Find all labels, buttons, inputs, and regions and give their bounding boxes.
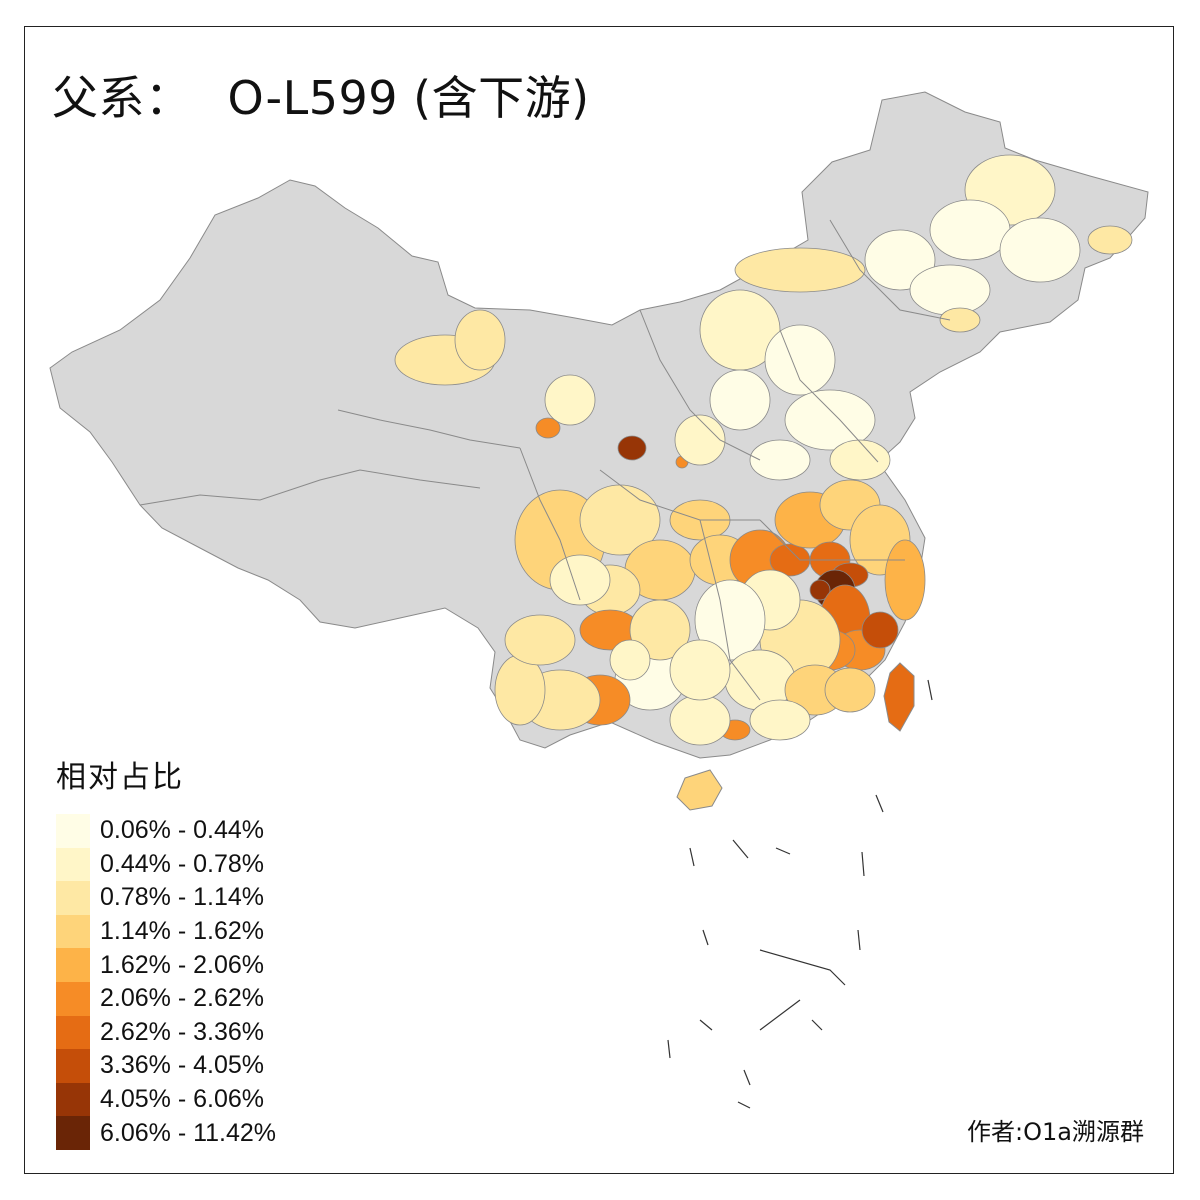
legend-swatch <box>56 1015 90 1050</box>
region-patch <box>535 417 561 439</box>
region-patch <box>669 694 731 746</box>
legend-label: 0.06% - 0.44% <box>100 816 264 845</box>
region-patch <box>1087 225 1133 255</box>
region-patch <box>764 324 836 396</box>
legend-label: 4.05% - 6.06% <box>100 1085 264 1114</box>
legend-label: 3.36% - 4.05% <box>100 1051 264 1080</box>
legend-row: 0.78% - 1.14% <box>56 881 276 915</box>
region-patch <box>629 599 691 661</box>
legend-row: 3.36% - 4.05% <box>56 1049 276 1083</box>
region-patch <box>784 389 876 451</box>
legend-label: 1.62% - 2.06% <box>100 950 264 979</box>
legend-row: 1.62% - 2.06% <box>56 948 276 982</box>
region-patch <box>669 639 731 701</box>
legend-row: 0.06% - 0.44% <box>56 814 276 848</box>
legend-row: 1.14% - 1.62% <box>56 914 276 949</box>
legend-swatch <box>56 1049 90 1083</box>
legend-swatch <box>56 881 90 915</box>
title-prefix: 父系： <box>52 71 192 125</box>
region-patch <box>734 247 866 293</box>
region-patch <box>861 611 899 649</box>
legend-title: 相对占比 <box>56 760 184 795</box>
region-patch <box>454 309 506 371</box>
region-patch <box>884 539 926 621</box>
legend-label: 0.44% - 0.78% <box>100 849 264 878</box>
legend-swatch <box>56 914 90 949</box>
legend-swatch <box>56 847 90 882</box>
legend-swatch <box>56 948 90 982</box>
legend-row: 2.06% - 2.62% <box>56 981 276 1016</box>
legend-row: 4.05% - 6.06% <box>56 1082 276 1117</box>
region-patch <box>709 369 771 431</box>
region-patch <box>824 667 876 713</box>
map-title: 父系： O-L599 (含下游) <box>52 62 590 128</box>
legend-swatch <box>56 981 90 1016</box>
legend-label: 2.06% - 2.62% <box>100 984 264 1013</box>
region-patch <box>609 639 651 681</box>
region-patch <box>544 374 596 426</box>
legend-label: 2.62% - 3.36% <box>100 1017 264 1046</box>
legend: 相对占比 0.06% - 0.44% 0.44% - 0.78% 0.78% -… <box>56 752 276 1150</box>
province-borders <box>139 219 951 701</box>
region-patch <box>939 307 981 333</box>
taiwan-island <box>883 662 915 732</box>
legend-row: 0.44% - 0.78% <box>56 847 276 882</box>
region-patch <box>829 439 891 481</box>
region-patch <box>909 264 991 316</box>
title-series: O-L599 (含下游) <box>227 71 590 125</box>
legend-label: 1.14% - 1.62% <box>100 917 264 946</box>
region-patch <box>929 199 1011 261</box>
region-patch <box>674 414 726 466</box>
region-patch <box>749 439 811 481</box>
legend-swatch <box>56 1116 90 1150</box>
legend-swatch <box>56 814 90 848</box>
hainan-island <box>676 769 723 811</box>
region-patch <box>549 554 611 606</box>
south-china-sea-islands <box>667 679 933 1109</box>
author-credit: 作者:O1a溯源群 <box>967 1118 1144 1146</box>
legend-swatch <box>56 1082 90 1117</box>
legend-row: 6.06% - 11.42% <box>56 1116 276 1150</box>
legend-label: 0.78% - 1.14% <box>100 883 264 912</box>
legend-row: 2.62% - 3.36% <box>56 1015 276 1050</box>
region-patch <box>494 654 546 726</box>
region-patch <box>504 614 576 666</box>
region-patch <box>999 217 1081 283</box>
legend-rows: 0.06% - 0.44% 0.44% - 0.78% 0.78% - 1.14… <box>56 814 276 1150</box>
legend-label: 6.06% - 11.42% <box>100 1118 277 1147</box>
region-patch <box>749 699 811 741</box>
region-patches <box>394 154 1133 746</box>
region-patch <box>809 579 831 601</box>
region-patch <box>617 435 647 461</box>
